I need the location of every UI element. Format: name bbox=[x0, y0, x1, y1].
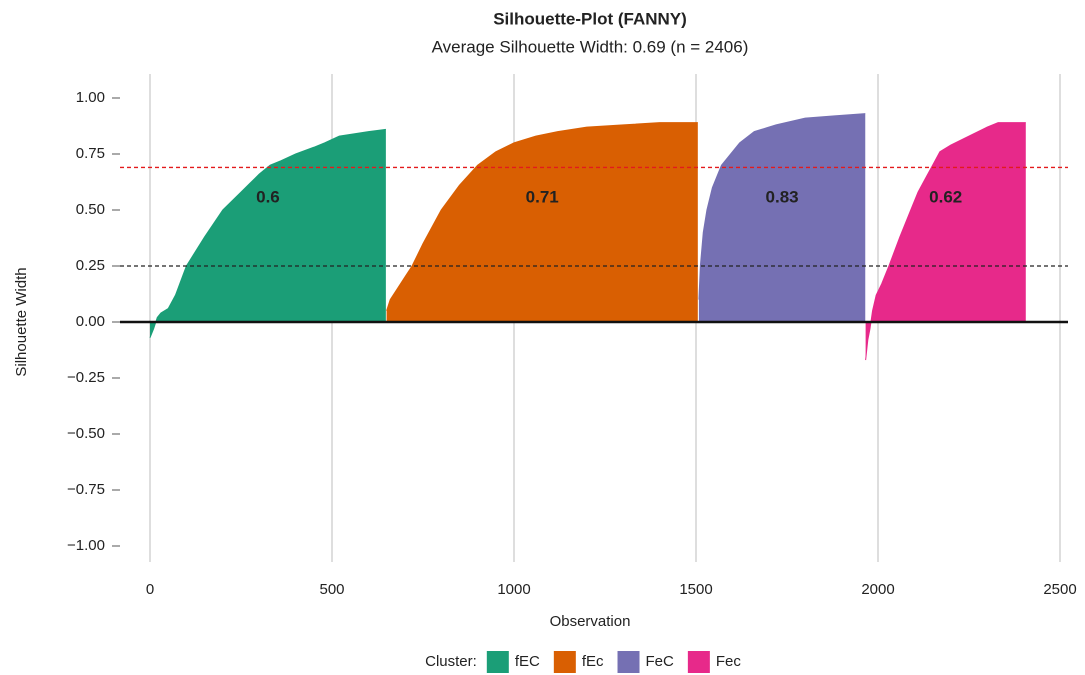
area-edge bbox=[149, 128, 386, 338]
cluster-avg-label: 0.62 bbox=[929, 187, 962, 206]
cluster-avg-label: 0.6 bbox=[256, 187, 280, 206]
y-tick-label: 0.25 bbox=[76, 257, 105, 274]
cluster-avg-label: 0.83 bbox=[766, 187, 799, 206]
x-tick-label: 0 bbox=[146, 581, 154, 598]
legend-swatch bbox=[687, 651, 710, 673]
legend-label: fEc bbox=[582, 653, 604, 670]
x-tick-label: 500 bbox=[319, 581, 344, 598]
legend-label: Fec bbox=[716, 653, 742, 670]
area-fill bbox=[150, 129, 386, 338]
y-tick-label: 1.00 bbox=[76, 89, 105, 106]
y-tick-label: 0.75 bbox=[76, 145, 105, 162]
y-tick-label: −1.00 bbox=[67, 537, 105, 554]
area-edge bbox=[698, 113, 866, 300]
y-tick-label: 0.00 bbox=[76, 313, 105, 330]
chart-subtitle: Average Silhouette Width: 0.69 (n = 2406… bbox=[432, 37, 749, 56]
x-tick-label: 2000 bbox=[861, 581, 894, 598]
area-edge bbox=[865, 122, 1026, 361]
x-tick-label: 1000 bbox=[497, 581, 530, 598]
legend-label: fEC bbox=[515, 653, 540, 670]
legend-title: Cluster: bbox=[425, 653, 477, 670]
x-tick-label: 1500 bbox=[679, 581, 712, 598]
legend-swatch bbox=[486, 651, 509, 673]
x-tick-label: 2500 bbox=[1043, 581, 1076, 598]
y-tick-label: −0.25 bbox=[67, 369, 105, 386]
chart-title: Silhouette-Plot (FANNY) bbox=[493, 9, 687, 28]
legend-swatch bbox=[553, 651, 576, 673]
area-fill bbox=[865, 122, 1026, 361]
area-fill bbox=[698, 113, 866, 323]
legend-swatch bbox=[617, 651, 640, 673]
y-tick-label: −0.75 bbox=[67, 481, 105, 498]
y-axis-label: Silhouette Width bbox=[13, 267, 30, 376]
legend-label: FeC bbox=[646, 653, 675, 670]
y-tick-label: 0.50 bbox=[76, 201, 105, 218]
area-edge bbox=[386, 122, 698, 311]
area-fill bbox=[386, 122, 698, 322]
y-tick-label: −0.50 bbox=[67, 425, 105, 442]
x-axis-label: Observation bbox=[550, 613, 631, 630]
cluster-avg-label: 0.71 bbox=[526, 187, 559, 206]
